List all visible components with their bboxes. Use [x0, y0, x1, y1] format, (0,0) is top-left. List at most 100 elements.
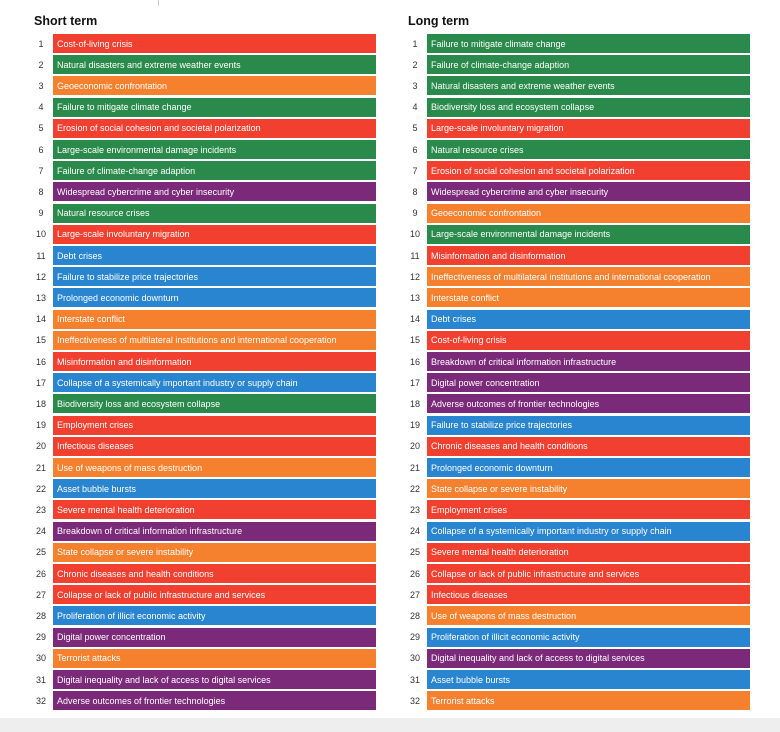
long-term-risk-bar: Severe mental health deterioration [427, 542, 750, 562]
short-term-rank: 10 [35, 229, 46, 240]
long-term-rank: 23 [409, 504, 420, 515]
short-term-rank: 9 [38, 208, 44, 219]
long-term-risk-bar: Infectious diseases [427, 585, 750, 605]
long-term-risk-bar: Use of weapons of mass destruction [427, 606, 750, 626]
long-term-row: 11 Misinformation and disinformation [404, 246, 750, 265]
long-term-rank: 6 [412, 144, 418, 155]
long-term-rank: 4 [412, 102, 418, 113]
short-term-row: 12 Failure to stabilize price trajectorie… [30, 267, 376, 287]
long-term-risk-bar: Digital power concentration [427, 373, 750, 393]
short-term-risk-bar: Biodiversity loss and ecosystem collapse [53, 394, 376, 414]
long-term-rank: 26 [409, 568, 420, 579]
long-term-rank: 21 [409, 462, 420, 473]
long-term-rank: 8 [412, 186, 418, 197]
long-term-rank: 27 [409, 589, 420, 600]
long-term-row: 23 Employment crises [404, 500, 750, 520]
short-term-row: 7 Failure of climate-change adaption [30, 161, 376, 181]
short-term-risk-bar: Misinformation and disinformation [53, 352, 376, 371]
short-term-rank: 17 [35, 377, 46, 388]
long-term-rank: 1 [412, 38, 418, 49]
long-term-row: 6 Natural resource crises [404, 140, 750, 159]
long-term-row: 27 Infectious diseases [404, 585, 750, 605]
short-term-row: 14 Interstate conflict [30, 309, 376, 329]
short-term-rank: 1 [38, 38, 44, 49]
long-term-risk-bar: Chronic diseases and health conditions [427, 436, 750, 456]
top-tick-mark [158, 0, 159, 6]
short-term-risk-bar: Collapse of a systemically important ind… [53, 373, 376, 393]
long-term-row: 5 Large-scale involuntary migration [404, 118, 750, 138]
short-term-rank: 20 [35, 441, 46, 452]
short-term-rank: 8 [38, 186, 44, 197]
short-term-risk-bar: Breakdown of critical information infras… [53, 521, 376, 541]
short-term-row: 17 Collapse of a systemically important i… [30, 373, 376, 393]
long-term-risk-bar: Collapse or lack of public infrastructur… [427, 564, 750, 583]
long-term-row: 13 Interstate conflict [404, 288, 750, 308]
long-term-row: 2 Failure of climate-change adaption [404, 55, 750, 75]
short-term-row: 19 Employment crises [30, 415, 376, 435]
short-term-rank: 32 [35, 695, 46, 706]
long-term-risk-bar: Erosion of social cohesion and societal … [427, 161, 750, 181]
long-term-rank: 18 [409, 398, 420, 409]
long-term-risk-bar: Failure of climate-change adaption [427, 55, 750, 75]
short-term-rank: 13 [35, 292, 46, 303]
long-term-rank: 29 [409, 632, 420, 643]
short-term-risk-bar: Use of weapons of mass destruction [53, 458, 376, 477]
long-term-title: Long term [408, 14, 470, 28]
short-term-row: 6 Large-scale environmental damage incide… [30, 140, 376, 159]
short-term-risk-bar: Digital inequality and lack of access to… [53, 670, 376, 689]
short-term-row: 30 Terrorist attacks [30, 648, 376, 668]
short-term-risk-bar: Collapse or lack of public infrastructur… [53, 585, 376, 605]
long-term-risk-bar: Interstate conflict [427, 288, 750, 308]
short-term-rank: 15 [35, 335, 46, 346]
long-term-row: 16 Breakdown of critical information infr… [404, 352, 750, 371]
short-term-row: 28 Proliferation of illicit economic acti… [30, 606, 376, 626]
short-term-rank: 25 [35, 547, 46, 558]
long-term-row: 31 Asset bubble bursts [404, 670, 750, 689]
long-term-rank: 3 [412, 80, 418, 91]
short-term-rank: 4 [38, 102, 44, 113]
short-term-row: 11 Debt crises [30, 246, 376, 265]
long-term-rank: 12 [409, 271, 420, 282]
long-term-rank: 20 [409, 441, 420, 452]
long-term-rank: 14 [409, 314, 420, 325]
long-term-risk-bar: Failure to stabilize price trajectories [427, 415, 750, 435]
short-term-rank: 18 [35, 398, 46, 409]
long-term-risk-bar: Geoeconomic confrontation [427, 203, 750, 223]
short-term-risk-bar: Prolonged economic downturn [53, 288, 376, 308]
short-term-rank: 12 [35, 271, 46, 282]
long-term-rank: 31 [409, 674, 420, 685]
short-term-row: 21 Use of weapons of mass destruction [30, 458, 376, 477]
long-term-row: 7 Erosion of social cohesion and societal… [404, 161, 750, 181]
long-term-rank: 7 [412, 165, 418, 176]
short-term-risk-bar: Debt crises [53, 246, 376, 265]
long-term-risk-bar: State collapse or severe instability [427, 479, 750, 499]
long-term-risk-bar: Misinformation and disinformation [427, 246, 750, 265]
short-term-risk-bar: Infectious diseases [53, 436, 376, 456]
long-term-rank: 9 [412, 208, 418, 219]
short-term-risk-bar: Chronic diseases and health conditions [53, 564, 376, 583]
long-term-row: 12 Ineffectiveness of multilateral instit… [404, 267, 750, 287]
short-term-rank: 30 [35, 653, 46, 664]
long-term-row: 30 Digital inequality and lack of access … [404, 648, 750, 668]
short-term-risk-bar: Cost-of-living crisis [53, 34, 376, 53]
long-term-row: 1 Failure to mitigate climate change [404, 34, 750, 53]
long-term-risk-bar: Employment crises [427, 500, 750, 520]
long-term-row: 15 Cost-of-living crisis [404, 330, 750, 350]
short-term-risk-bar: Employment crises [53, 415, 376, 435]
short-term-row: 1 Cost-of-living crisis [30, 34, 376, 53]
long-term-risk-bar: Asset bubble bursts [427, 670, 750, 689]
long-term-risk-bar: Debt crises [427, 309, 750, 329]
short-term-risk-bar: Adverse outcomes of frontier technologie… [53, 691, 376, 711]
short-term-risk-bar: Large-scale involuntary migration [53, 224, 376, 244]
short-term-rank: 6 [38, 144, 44, 155]
short-term-risk-bar: Natural disasters and extreme weather ev… [53, 55, 376, 75]
long-term-row: 10 Large-scale environmental damage incid… [404, 224, 750, 244]
short-term-row: 20 Infectious diseases [30, 436, 376, 456]
short-term-rank: 23 [35, 504, 46, 515]
long-term-row: 29 Proliferation of illicit economic acti… [404, 627, 750, 647]
long-term-risk-bar: Prolonged economic downturn [427, 458, 750, 477]
long-term-risk-bar: Natural disasters and extreme weather ev… [427, 76, 750, 96]
short-term-row: 8 Widespread cybercrime and cyber insecur… [30, 182, 376, 202]
short-term-risk-bar: Failure of climate-change adaption [53, 161, 376, 181]
long-term-row: 22 State collapse or severe instability [404, 479, 750, 499]
